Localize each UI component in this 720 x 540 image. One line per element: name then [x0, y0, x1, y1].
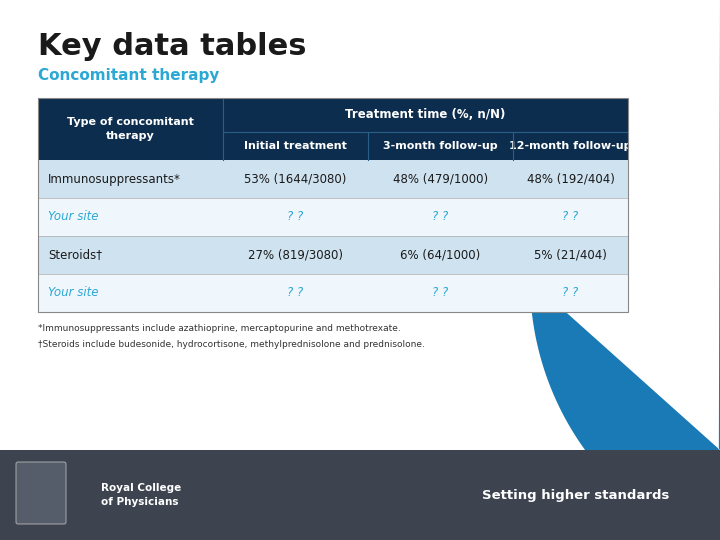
Text: 6% (64/1000): 6% (64/1000)	[400, 248, 481, 261]
Text: 53% (1644/3080): 53% (1644/3080)	[244, 172, 347, 186]
Text: Setting higher standards: Setting higher standards	[482, 489, 670, 502]
Text: Initial treatment: Initial treatment	[244, 141, 347, 151]
Bar	[38, 198, 628, 236]
Text: 48% (192/404): 48% (192/404)	[526, 172, 614, 186]
Text: ? ?: ? ?	[287, 287, 304, 300]
Bar	[38, 160, 628, 198]
Text: †Steroids include budesonide, hydrocortisone, methylprednisolone and prednisolon: †Steroids include budesonide, hydrocorti…	[38, 340, 425, 349]
Bar	[38, 274, 628, 312]
Text: Your site: Your site	[48, 211, 99, 224]
Text: ? ?: ? ?	[287, 211, 304, 224]
FancyBboxPatch shape	[16, 462, 66, 524]
Text: Treatment time (%, n/N): Treatment time (%, n/N)	[346, 109, 505, 122]
Text: Royal College
of Physicians: Royal College of Physicians	[101, 483, 181, 507]
Text: *Immunosuppressants include azathioprine, mercaptopurine and methotrexate.: *Immunosuppressants include azathioprine…	[38, 324, 401, 333]
Text: ? ?: ? ?	[562, 211, 579, 224]
Text: Your site: Your site	[48, 287, 99, 300]
Text: 27% (819/3080): 27% (819/3080)	[248, 248, 343, 261]
Text: 12-month follow-up: 12-month follow-up	[509, 141, 631, 151]
Text: Type of concomitant
therapy: Type of concomitant therapy	[67, 117, 194, 140]
Text: ? ?: ? ?	[433, 211, 449, 224]
Text: 48% (479/1000): 48% (479/1000)	[393, 172, 488, 186]
Text: ? ?: ? ?	[562, 287, 579, 300]
PathPatch shape	[530, 0, 720, 540]
Text: 5% (21/404): 5% (21/404)	[534, 248, 607, 261]
Bar	[38, 236, 628, 274]
Text: ? ?: ? ?	[433, 287, 449, 300]
Bar	[38, 98, 628, 132]
Text: 3-month follow-up: 3-month follow-up	[383, 141, 498, 151]
Text: Key data tables: Key data tables	[38, 32, 307, 61]
Text: Concomitant therapy: Concomitant therapy	[38, 68, 220, 83]
Bar	[38, 98, 628, 312]
Text: Immunosuppressants*: Immunosuppressants*	[48, 172, 181, 186]
Text: Steroids†: Steroids†	[48, 248, 102, 261]
Bar	[38, 132, 628, 160]
Bar	[0, 450, 720, 540]
